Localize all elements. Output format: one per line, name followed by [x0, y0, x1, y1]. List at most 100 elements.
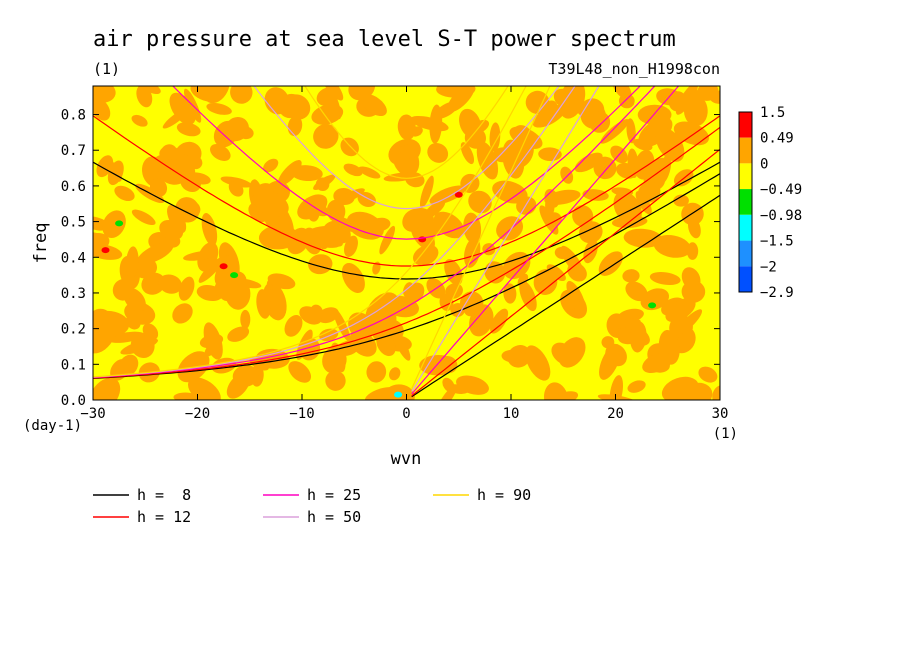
heatmap-patch — [383, 172, 421, 182]
colorbar-label: −2 — [760, 259, 777, 275]
heatmap-patch — [533, 269, 558, 295]
heatmap-patch — [93, 377, 121, 400]
heatmap-patch — [172, 303, 193, 324]
heatmap-patch — [673, 121, 709, 146]
heatmap-patch — [464, 237, 481, 268]
heatmap-patch — [325, 370, 346, 391]
heatmap-patch — [232, 365, 259, 387]
heatmap-patch — [661, 376, 699, 400]
colorbar-label: −0.49 — [760, 182, 802, 198]
heatmap-patch — [230, 86, 253, 104]
heatmap-patch — [558, 86, 586, 119]
dispersion-curve-1 — [411, 194, 720, 398]
heatmap-patch — [112, 279, 134, 301]
heatmap-patch — [364, 387, 398, 400]
heatmap-patch — [673, 194, 689, 207]
x-axis-label: wvn — [391, 449, 422, 469]
heatmap-patch — [600, 119, 630, 144]
heatmap-patch — [502, 251, 531, 280]
heatmap-patch — [178, 276, 195, 301]
heatmap-patch — [142, 323, 159, 341]
heatmap-patch — [447, 86, 475, 113]
heatmap-patch — [372, 261, 381, 275]
colorbar-label: −1.5 — [760, 234, 794, 250]
heatmap-patch — [665, 298, 696, 322]
heatmap-patch — [284, 315, 303, 337]
heatmap-patch — [689, 89, 706, 99]
heatmap-spot — [648, 302, 657, 309]
legend: h = 8 h = 12 h = 25 h = 50 h = 90 — [93, 486, 531, 526]
heatmap-patch — [410, 126, 423, 137]
heatmap-patch — [125, 246, 139, 279]
plot-area — [93, 86, 720, 400]
heatmap-patch — [496, 216, 524, 241]
heatmap-patch — [539, 205, 559, 235]
heatmap-patch — [227, 326, 250, 342]
heatmap-patch — [225, 277, 251, 310]
heatmap-patch — [299, 306, 322, 325]
heatmap-patch — [277, 160, 302, 186]
chart-subtitle-experiment: T39L48_non_H1998con — [548, 60, 720, 78]
dispersion-curve-0 — [93, 86, 656, 379]
heatmap-patch — [183, 250, 217, 261]
y-axis-unit: (day-1) — [23, 418, 82, 434]
heatmap-patch — [288, 361, 312, 383]
y-tick-label: 0.5 — [61, 215, 86, 231]
heatmap-patch — [256, 289, 271, 319]
heatmap-patch — [187, 172, 211, 185]
heatmap-patch — [176, 122, 201, 137]
y-tick-label: 0.6 — [61, 179, 86, 195]
heatmap-patch — [93, 86, 116, 103]
heatmap-patch — [634, 149, 655, 180]
y-axis-label: freq — [31, 223, 51, 264]
heatmap-spot — [454, 191, 463, 198]
colorbar-swatch — [739, 189, 752, 215]
heatmap-patch — [210, 144, 231, 161]
x-tick-label: −30 — [80, 406, 105, 422]
heatmap-patch — [429, 185, 466, 205]
heatmap-patch — [308, 254, 333, 275]
heatmap-patch — [427, 142, 449, 163]
y-axis-ticks: 0.0 0.1 0.2 0.3 0.4 0.5 0.6 0.7 0.8 — [61, 108, 720, 409]
heatmap-patch — [167, 205, 187, 233]
colorbar-label: −0.98 — [760, 208, 802, 224]
heatmap-patch — [228, 180, 244, 197]
heatmap-patch — [358, 166, 381, 179]
y-tick-label: 0.4 — [61, 250, 86, 266]
heatmap-patch — [464, 127, 486, 149]
heatmap-patch — [344, 235, 358, 257]
dispersion-curve-1 — [411, 86, 600, 392]
heatmap-patch — [503, 283, 517, 304]
x-tick-label: −10 — [289, 406, 314, 422]
heatmap-patch — [413, 244, 439, 266]
heatmap-patch — [203, 322, 223, 360]
heatmap-patch — [102, 210, 126, 239]
heatmap-patch — [489, 122, 501, 152]
x-tick-label: 10 — [503, 406, 520, 422]
dispersion-curve-1 — [411, 148, 720, 397]
dispersion-curve-0 — [93, 126, 720, 379]
dispersion-curve-2 — [172, 86, 641, 240]
y-tick-label: 0.0 — [61, 393, 86, 409]
heatmap-patch — [410, 116, 449, 132]
colorbar-label: 0.49 — [760, 131, 794, 147]
heatmap-patch — [687, 217, 701, 239]
dispersion-curve-0 — [93, 173, 720, 379]
heatmap-patch — [302, 225, 340, 243]
legend-label: h = 8 — [137, 486, 191, 504]
heatmap-patch — [460, 142, 475, 165]
heatmap-patch — [340, 137, 359, 157]
heatmap-patch — [630, 321, 647, 353]
heatmap-patch — [681, 280, 706, 303]
heatmap-patch — [376, 333, 396, 357]
heatmap-patch — [214, 255, 230, 285]
dispersion-curve-1 — [411, 86, 551, 389]
heatmap-patch — [653, 235, 691, 258]
heatmap-patch — [278, 93, 303, 119]
heatmap-patch — [139, 86, 161, 95]
heatmap-patch — [413, 220, 448, 239]
heatmap-spot — [394, 391, 403, 398]
heatmap-patch — [206, 102, 232, 115]
heatmap-patch — [640, 288, 670, 311]
